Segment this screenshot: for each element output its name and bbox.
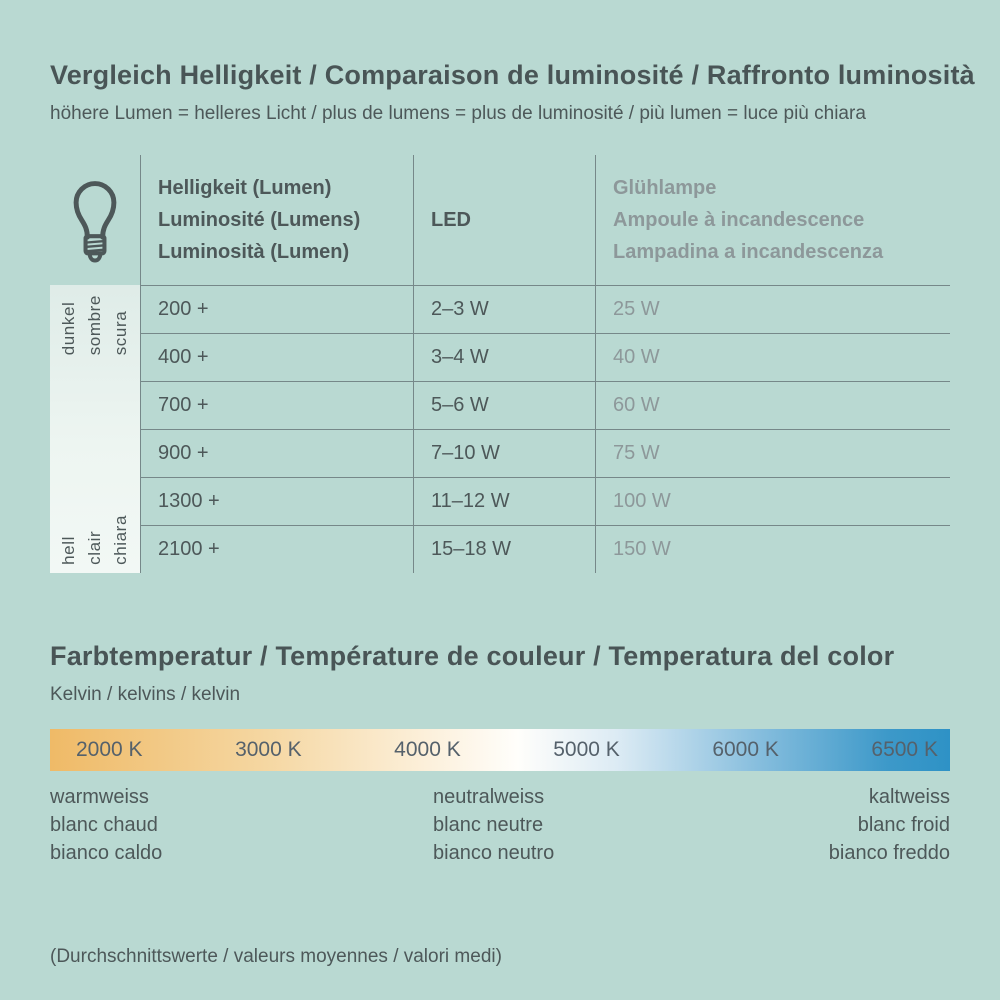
- led-watt-value: 15–18 W: [413, 525, 595, 573]
- tone-label-warm: warmweiss blanc chaud bianco caldo: [50, 786, 163, 864]
- incandescent-watt-value: 100 W: [595, 477, 950, 525]
- lumen-value: 200 +: [140, 285, 413, 333]
- kelvin-tick: 2000 K: [76, 738, 143, 761]
- incandescent-watt-value: 60 W: [595, 381, 950, 429]
- temperature-section-title: Farbtemperatur / Température de couleur …: [50, 641, 895, 671]
- column-header-lumen: Helligkeit (Lumen) Luminosité (Lumens) L…: [140, 155, 413, 285]
- side-label-bright: hell clair chiara: [59, 515, 130, 565]
- led-watt-value: 11–12 W: [413, 477, 595, 525]
- brightness-comparison-table: Helligkeit (Lumen) Luminosité (Lumens) L…: [50, 155, 950, 575]
- column-header-incandescent: Glühlampe Ampoule à incandescence Lampad…: [595, 155, 950, 285]
- temperature-section-subtitle: Kelvin / kelvins / kelvin: [50, 684, 241, 705]
- incandescent-watt-value: 40 W: [595, 333, 950, 381]
- incandescent-watt-value: 75 W: [595, 429, 950, 477]
- led-header-label: LED: [431, 208, 471, 231]
- brightness-section-title: Vergleich Helligkeit / Comparaison de lu…: [50, 60, 975, 90]
- led-watt-value: 5–6 W: [413, 381, 595, 429]
- kelvin-tick: 5000 K: [553, 738, 620, 761]
- lumen-value: 900 +: [140, 429, 413, 477]
- brightness-side-strip: dunkel sombre scura hell clair chiara: [50, 285, 140, 573]
- lumen-value: 1300 +: [140, 477, 413, 525]
- brightness-section-subtitle: höhere Lumen = helleres Licht / plus de …: [50, 103, 866, 124]
- lumen-header-it: Luminosità (Lumen): [158, 241, 350, 263]
- incandescent-watt-value: 150 W: [595, 525, 950, 573]
- kelvin-tick: 3000 K: [235, 738, 302, 761]
- side-label-dark: dunkel sombre scura: [59, 295, 130, 356]
- kelvin-gradient-scale: 2000 K 3000 K 4000 K 5000 K 6000 K 6500 …: [50, 729, 950, 771]
- incandescent-header-de: Glühlampe: [613, 177, 717, 199]
- lightbulb-icon: [50, 155, 140, 285]
- kelvin-tick: 6000 K: [712, 738, 779, 761]
- column-header-led: LED: [413, 155, 595, 285]
- incandescent-watt-value: 25 W: [595, 285, 950, 333]
- lumen-header-fr: Luminosité (Lumens): [158, 209, 361, 231]
- lumen-header-de: Helligkeit (Lumen): [158, 177, 332, 199]
- lumen-value: 2100 +: [140, 525, 413, 573]
- footnote: (Durchschnittswerte / valeurs moyennes /…: [50, 946, 502, 967]
- lumen-value: 400 +: [140, 333, 413, 381]
- lumen-value: 700 +: [140, 381, 413, 429]
- led-watt-value: 7–10 W: [413, 429, 595, 477]
- kelvin-tick: 6500 K: [871, 738, 938, 761]
- led-watt-value: 2–3 W: [413, 285, 595, 333]
- kelvin-tick: 4000 K: [394, 738, 461, 761]
- tone-label-cold: kaltweiss blanc froid bianco freddo: [828, 786, 950, 864]
- incandescent-header-it: Lampadina a incandescenza: [613, 241, 884, 263]
- tone-label-neutral: neutralweiss blanc neutre bianco neutro: [433, 786, 555, 864]
- incandescent-header-fr: Ampoule à incandescence: [613, 209, 865, 231]
- led-watt-value: 3–4 W: [413, 333, 595, 381]
